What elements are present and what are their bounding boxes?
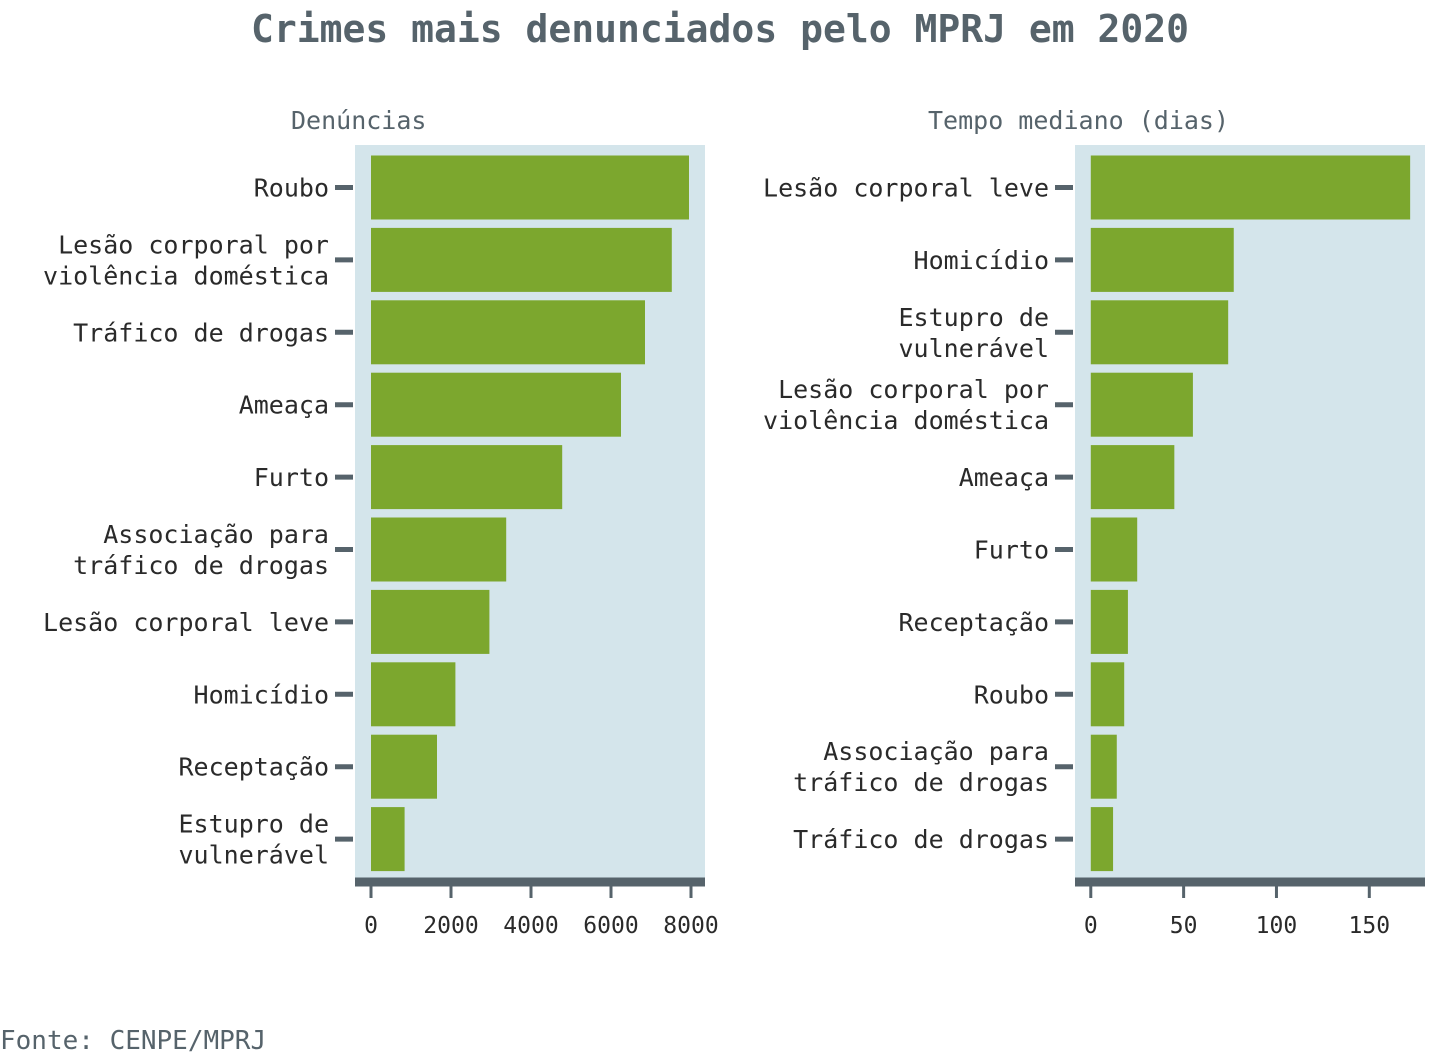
category-label: Receptação bbox=[898, 608, 1049, 637]
bar bbox=[371, 589, 490, 654]
bar bbox=[1090, 734, 1117, 799]
x-tick-label: 4000 bbox=[503, 913, 558, 939]
category-label: Ameaça bbox=[959, 463, 1049, 492]
bar bbox=[1090, 662, 1125, 727]
bar bbox=[1090, 300, 1229, 365]
x-tick-label: 6000 bbox=[583, 913, 638, 939]
category-label: Furto bbox=[974, 536, 1049, 565]
panel-tempo-mediano: Tempo mediano (dias) Lesão corporal leve H… bbox=[763, 106, 1425, 939]
category-label: Roubo bbox=[974, 680, 1049, 709]
bar bbox=[371, 662, 456, 727]
bar bbox=[371, 155, 689, 220]
x-tick-label: 8000 bbox=[663, 913, 718, 939]
bar bbox=[371, 227, 672, 292]
bar bbox=[371, 807, 405, 872]
bar bbox=[371, 517, 507, 582]
category-label: Associação para tráfico de drogas bbox=[793, 737, 1049, 797]
bar bbox=[1090, 517, 1138, 582]
category-label: Associação para tráfico de drogas bbox=[73, 520, 329, 580]
panel-subtitle: Denúncias bbox=[291, 106, 426, 135]
category-label: Homicídio bbox=[194, 680, 329, 709]
category-label: Receptação bbox=[178, 753, 329, 782]
bar bbox=[1090, 155, 1411, 220]
bar bbox=[371, 445, 563, 510]
x-tick-label: 2000 bbox=[423, 913, 478, 939]
category-label: Estupro de vulnerável bbox=[898, 303, 1049, 363]
x-tick-label: 0 bbox=[364, 913, 378, 939]
bar bbox=[1090, 589, 1128, 654]
chart-title: Crimes mais denunciados pelo MPRJ em 202… bbox=[251, 7, 1189, 51]
bar bbox=[371, 734, 437, 799]
category-label: Lesão corporal leve bbox=[43, 608, 329, 637]
bar bbox=[1090, 372, 1193, 437]
panel-denuncias: Denúncias Roubo Lesão corporal por violênci… bbox=[43, 106, 719, 939]
category-label: Lesão corporal leve bbox=[763, 174, 1049, 203]
bar bbox=[1090, 445, 1175, 510]
category-label: Tráfico de drogas bbox=[793, 825, 1049, 854]
category-label: Estupro de vulnerável bbox=[178, 810, 329, 870]
category-label: Ameaça bbox=[239, 391, 329, 420]
bar bbox=[1090, 227, 1234, 292]
category-label: Furto bbox=[254, 463, 329, 492]
panel-subtitle: Tempo mediano (dias) bbox=[928, 106, 1229, 135]
category-label: Homicídio bbox=[914, 246, 1049, 275]
source-caption: Fonte: CENPE/MPRJ bbox=[0, 1026, 266, 1056]
category-label: Roubo bbox=[254, 174, 329, 203]
x-tick-label: 150 bbox=[1349, 913, 1391, 939]
category-label: Lesão corporal por violência doméstica bbox=[43, 230, 329, 290]
bar bbox=[371, 372, 621, 437]
category-label: Tráfico de drogas bbox=[73, 318, 329, 347]
category-label: Lesão corporal por violência doméstica bbox=[763, 375, 1049, 435]
x-tick-label: 100 bbox=[1256, 913, 1298, 939]
bar bbox=[1090, 807, 1114, 872]
bar bbox=[371, 300, 645, 365]
x-tick-label: 50 bbox=[1170, 913, 1198, 939]
x-tick-label: 0 bbox=[1084, 913, 1098, 939]
